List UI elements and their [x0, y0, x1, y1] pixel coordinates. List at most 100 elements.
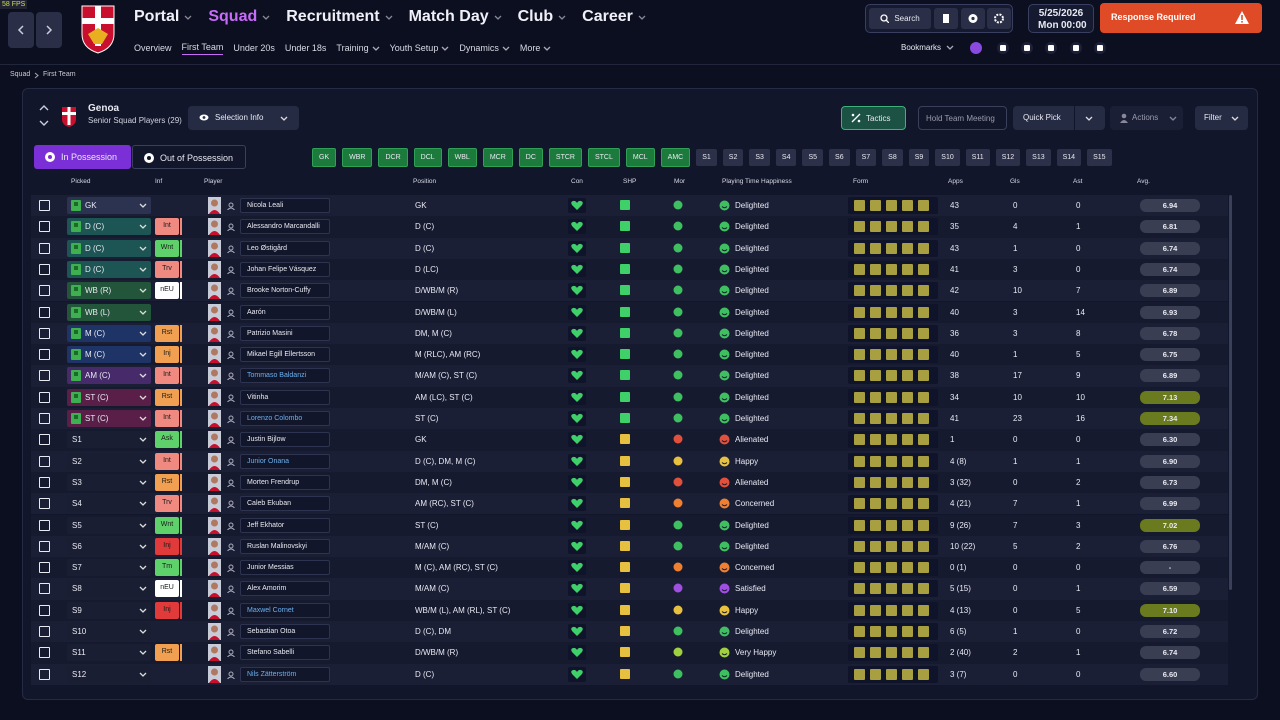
position-pill[interactable]: S1 [696, 149, 717, 166]
player-name-box[interactable]: Jeff Ekhator [240, 517, 330, 533]
position-pill[interactable]: S5 [802, 149, 824, 166]
table-row[interactable]: D (C) Int Alessandro Marcandalli D (C) Delig… [31, 216, 1228, 238]
checkbox[interactable] [39, 562, 50, 574]
column-header[interactable]: Apps [948, 178, 963, 185]
player-name-box[interactable]: Stefano Sabelli [240, 645, 330, 661]
table-row[interactable]: S1 Ask Justin Bijlow GK Alienated 1 0 0 6.30 [31, 429, 1228, 451]
player-name[interactable]: Aarón [247, 308, 266, 316]
checkbox[interactable] [39, 263, 50, 275]
position-pill[interactable]: S8 [882, 149, 903, 166]
menu-item[interactable]: Career [582, 8, 646, 26]
position-pill[interactable]: DCL [413, 148, 442, 167]
checkbox[interactable] [39, 413, 50, 424]
checkbox[interactable] [39, 476, 50, 488]
picked-dropdown[interactable]: S10 [67, 623, 151, 640]
picked-dropdown[interactable]: M (C) [67, 324, 151, 342]
table-row[interactable]: S8 nEU Alex Amorim M/AM (C) Satisfied 5 (15) 0… [31, 578, 1228, 600]
position-pill[interactable]: S10 [935, 149, 960, 166]
back-button[interactable] [8, 12, 34, 48]
table-row[interactable]: S12 Nils Zätterström D (C) Delighted 3 (7) 0 0… [31, 663, 1228, 685]
player-name-box[interactable]: Justin Bijlow [240, 432, 330, 448]
player-name-box[interactable]: Lorenzo Colombo [240, 411, 330, 426]
picked-dropdown[interactable]: M (C) [67, 346, 151, 364]
checkbox[interactable] [39, 626, 50, 637]
team-meeting-button[interactable]: Hold Team Meeting [918, 106, 1007, 130]
quick-icon[interactable] [1093, 41, 1107, 55]
position-pill[interactable]: MCL [625, 148, 655, 167]
position-pill[interactable]: WBR [342, 148, 373, 167]
table-row[interactable]: D (C) Wnt Leo Østigård D (C) Delighted 43 1 0 6.… [31, 237, 1228, 259]
table-row[interactable]: S7 Tm Junior Messias M (C), AM (RC), ST (C)… [31, 557, 1228, 579]
player-name[interactable]: Maxwel Cornet [247, 606, 294, 614]
checkbox[interactable] [39, 647, 50, 659]
table-row[interactable]: S3 Rst Morten Frendrup DM, M (C) Alienated 3 … [31, 471, 1228, 494]
menu-item[interactable]: Portal [134, 8, 192, 26]
submenu-item[interactable]: More [520, 43, 552, 53]
position-pill[interactable]: S4 [775, 149, 797, 166]
table-row[interactable]: ST (C) Int Lorenzo Colombo ST (C) Delighted 4… [31, 408, 1228, 430]
checkbox[interactable] [39, 583, 50, 595]
scrollbar[interactable] [1229, 195, 1232, 590]
player-name[interactable]: Tommaso Baldanzi [247, 372, 307, 380]
checkbox[interactable] [39, 540, 50, 552]
top-icon-button[interactable] [934, 8, 958, 29]
picked-dropdown[interactable]: S4 [67, 495, 151, 513]
player-name[interactable]: Jeff Ekhator [247, 521, 285, 529]
player-name-box[interactable]: Maxwel Cornet [240, 602, 330, 618]
player-name-box[interactable]: Brooke Norton-Cuffy [240, 283, 330, 299]
quick-icon[interactable] [1069, 41, 1083, 55]
picked-dropdown[interactable]: ST (C) [67, 388, 151, 406]
actions-button[interactable]: Actions [1110, 106, 1183, 130]
breadcrumb-item[interactable]: Squad [10, 71, 31, 78]
player-name[interactable]: Alessandro Marcandalli [247, 223, 320, 231]
quick-icon[interactable] [1020, 41, 1034, 55]
checkbox[interactable] [39, 498, 50, 510]
checkbox[interactable] [39, 349, 50, 361]
position-pill[interactable]: S12 [995, 149, 1021, 166]
position-pill[interactable]: S2 [722, 149, 744, 166]
submenu-item[interactable]: Youth Setup [390, 43, 450, 53]
forward-button[interactable] [36, 12, 62, 48]
column-header[interactable]: Mor [674, 178, 686, 185]
position-pill[interactable]: DCR [378, 148, 408, 167]
picked-dropdown[interactable]: S6 [67, 537, 151, 555]
checkbox[interactable] [39, 327, 50, 339]
player-name[interactable]: Mikael Egill Ellertsson [247, 351, 316, 359]
player-name[interactable]: Johan Felipe Vásquez [247, 265, 317, 273]
player-name[interactable]: Caleb Ekuban [247, 500, 291, 508]
column-header[interactable]: Position [413, 178, 437, 185]
position-pill[interactable]: WBL [447, 148, 477, 167]
selection-info-button[interactable]: Selection Info [188, 106, 299, 130]
table-row[interactable]: S2 Int Junior Onana D (C), DM, M (C) Happy 4 … [31, 450, 1228, 472]
submenu-item[interactable]: Overview [134, 43, 172, 53]
position-pill[interactable]: AMC [660, 148, 691, 167]
table-row[interactable]: D (C) Trv Johan Felipe Vásquez D (LC) Deligh… [31, 258, 1228, 281]
player-name-box[interactable]: Morten Frendrup [240, 474, 330, 490]
player-name-box[interactable]: Junior Messias [240, 560, 330, 576]
submenu-item[interactable]: Under 18s [285, 43, 327, 53]
date-box[interactable]: 5/25/2026 Mon 00:00 [1028, 4, 1094, 33]
player-name-box[interactable]: Nicola Leali [240, 198, 330, 213]
picked-dropdown[interactable]: ST (C) [67, 410, 151, 427]
table-row[interactable]: S10 Sebastian Otoa D (C), DM Delighted 6 (5)… [31, 621, 1228, 643]
position-pill[interactable]: STCR [548, 148, 582, 167]
quick-icon[interactable] [996, 41, 1010, 55]
player-name[interactable]: Nicola Leali [247, 202, 284, 209]
player-name[interactable]: Junior Onana [247, 457, 290, 465]
picked-dropdown[interactable]: WB (L) [67, 303, 151, 321]
top-icon-button[interactable] [987, 8, 1011, 29]
picked-dropdown[interactable]: S1 [67, 431, 151, 449]
picked-dropdown[interactable]: D (C) [67, 239, 151, 257]
player-name[interactable]: Brooke Norton-Cuffy [247, 287, 311, 295]
submenu-item[interactable]: Training [336, 43, 380, 53]
position-pill[interactable]: S14 [1056, 149, 1082, 166]
player-name-box[interactable]: Ruslan Malinovskyi [240, 538, 330, 554]
column-header[interactable]: SHP [623, 178, 637, 185]
player-name-box[interactable]: Leo Østigård [240, 240, 330, 256]
menu-item[interactable]: Squad [208, 8, 270, 26]
position-pill[interactable]: S15 [1087, 149, 1112, 166]
table-row[interactable]: M (C) Inj Mikael Egill Ellertsson M (RLC), … [31, 344, 1228, 366]
player-name-box[interactable]: Tommaso Baldanzi [240, 368, 330, 384]
picked-dropdown[interactable]: GK [67, 197, 151, 214]
filter-button[interactable]: Filter [1195, 106, 1248, 130]
